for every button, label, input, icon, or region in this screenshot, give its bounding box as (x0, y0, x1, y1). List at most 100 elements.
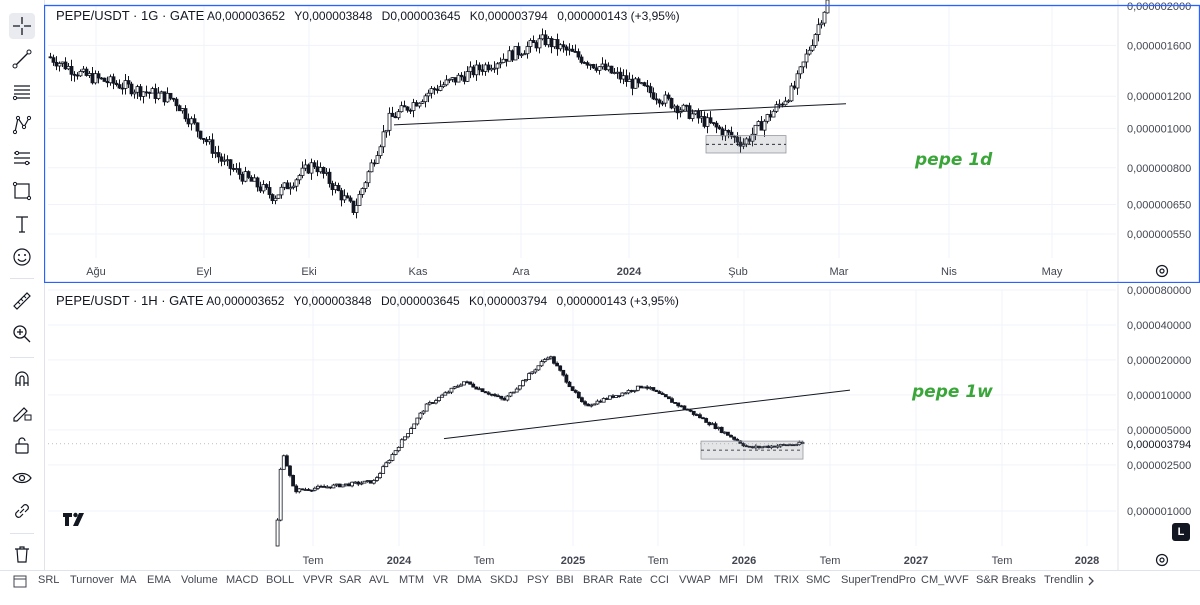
chevron-right-icon[interactable] (1086, 575, 1096, 587)
indicator-item[interactable]: DMA (457, 574, 482, 586)
crosshair-icon[interactable] (9, 13, 35, 39)
daily-symbol[interactable]: PEPE/USDT · 1G · GATE (56, 8, 205, 23)
indicator-item[interactable]: CM_WVF (921, 574, 969, 586)
zoom-icon[interactable] (9, 321, 35, 347)
candle-body (438, 86, 443, 91)
indicator-item[interactable]: Turnover (70, 574, 114, 586)
x-tick-label: Eyl (196, 266, 211, 278)
candle-body (375, 477, 379, 481)
indicator-item[interactable]: Trendlin (1044, 574, 1084, 586)
daily-chart-pane[interactable]: 0,000002000 0,000001600 0,000001200 0,00000… (44, 0, 1200, 283)
weekly-annotation[interactable]: pepe 1w (912, 382, 993, 402)
text-tool-icon[interactable] (9, 211, 35, 237)
indicator-item[interactable]: S&R Breaks (976, 574, 1036, 586)
pencil-lock-icon[interactable] (9, 399, 35, 425)
measure-lines-icon[interactable] (9, 145, 35, 171)
candle-body (603, 63, 608, 71)
candle-body (138, 86, 143, 97)
candle-body (498, 62, 503, 65)
candle-body (591, 64, 596, 69)
candle-body (690, 113, 695, 119)
indicator-item[interactable]: Volume (181, 574, 218, 586)
candle-body (687, 105, 692, 119)
indicator-item[interactable]: MACD (226, 574, 259, 586)
indicator-item[interactable]: MTM (399, 574, 425, 586)
candle-body (775, 445, 780, 448)
candle-body (765, 114, 770, 122)
candle-body (396, 111, 401, 119)
candle-body (474, 64, 479, 76)
candle-body (132, 91, 137, 95)
candle-body (722, 431, 727, 434)
indicator-item[interactable]: VWAP (679, 574, 711, 586)
indicator-item[interactable]: AVL (369, 574, 389, 586)
indicator-item[interactable]: DM (746, 574, 764, 586)
candle-body (702, 116, 707, 127)
indicator-item[interactable]: MFI (719, 574, 738, 586)
candle-body (684, 104, 689, 107)
candle-body (708, 117, 713, 123)
candle-body (533, 369, 538, 373)
indicator-item[interactable]: SAR (339, 574, 362, 586)
ruler-icon[interactable] (9, 288, 35, 314)
daily-chart-svg[interactable]: 0,000002000 0,000001600 0,000001200 0,00000… (44, 0, 1200, 283)
candle-body (396, 446, 401, 452)
candle-body (102, 77, 107, 82)
indicator-item[interactable]: BBI (556, 574, 574, 586)
candle-body (648, 387, 653, 389)
x-tick-label: Ara (512, 266, 530, 278)
trash-icon[interactable] (9, 541, 35, 567)
indicator-item[interactable]: BOLL (266, 574, 295, 586)
daily-annotation[interactable]: pepe 1d (915, 150, 993, 170)
link-icon[interactable] (9, 498, 35, 524)
candle-body (204, 139, 209, 143)
indicator-item[interactable]: VR (433, 574, 449, 586)
gear-icon[interactable] (1154, 263, 1170, 279)
candle-body (282, 182, 287, 188)
candle-body (300, 167, 305, 176)
indicator-item[interactable]: MA (120, 574, 137, 586)
gear-icon[interactable] (1154, 552, 1170, 568)
indicator-item[interactable]: Rate (619, 574, 643, 586)
candle-body (409, 428, 414, 434)
lock-icon[interactable] (9, 432, 35, 458)
eye-icon[interactable] (9, 465, 35, 491)
indicator-item[interactable]: SMC (806, 574, 831, 586)
candle-body (615, 71, 620, 74)
calendar-icon[interactable] (13, 574, 27, 588)
weekly-chart-pane[interactable]: 0,000080000 0,000040000 0,000020000 0,00001… (44, 284, 1200, 574)
candle-body (312, 487, 317, 491)
indicator-item[interactable]: BRAR (583, 574, 614, 586)
candle-body (66, 66, 71, 70)
candle-body (294, 485, 299, 493)
candle-body (452, 386, 457, 389)
candle-body (552, 39, 557, 48)
pattern-icon[interactable] (9, 112, 35, 138)
candle-body (696, 110, 701, 119)
rectangle-icon[interactable] (9, 178, 35, 204)
candle-body (465, 381, 469, 384)
toolbar-divider (10, 533, 34, 534)
fib-lines-icon[interactable] (9, 79, 35, 105)
indicator-item[interactable]: SRL (38, 574, 60, 586)
weekly-chart-svg[interactable]: 0,000080000 0,000040000 0,000020000 0,00001… (44, 284, 1200, 574)
candle-body (514, 388, 519, 393)
indicator-item[interactable]: CCI (650, 574, 669, 586)
magnet-icon[interactable] (9, 366, 35, 392)
log-scale-button[interactable]: L (1172, 523, 1190, 541)
indicator-item[interactable]: PSY (527, 574, 550, 586)
indicator-item[interactable]: SKDJ (490, 574, 519, 586)
candle-body (348, 197, 353, 202)
weekly-symbol[interactable]: PEPE/USDT · 1H · GATE (56, 293, 204, 308)
indicator-item[interactable]: VPVR (303, 574, 333, 586)
candle-body (576, 391, 581, 399)
candle-body (198, 130, 203, 139)
indicator-item[interactable]: SuperTrendPro (841, 574, 916, 586)
indicator-item[interactable]: TRIX (774, 574, 800, 586)
candle-body (228, 159, 233, 169)
candle-body (315, 166, 320, 173)
emoji-icon[interactable] (9, 244, 35, 270)
indicator-item[interactable]: EMA (147, 574, 171, 586)
trend-line-icon[interactable] (9, 46, 35, 72)
candle-body (393, 450, 398, 455)
